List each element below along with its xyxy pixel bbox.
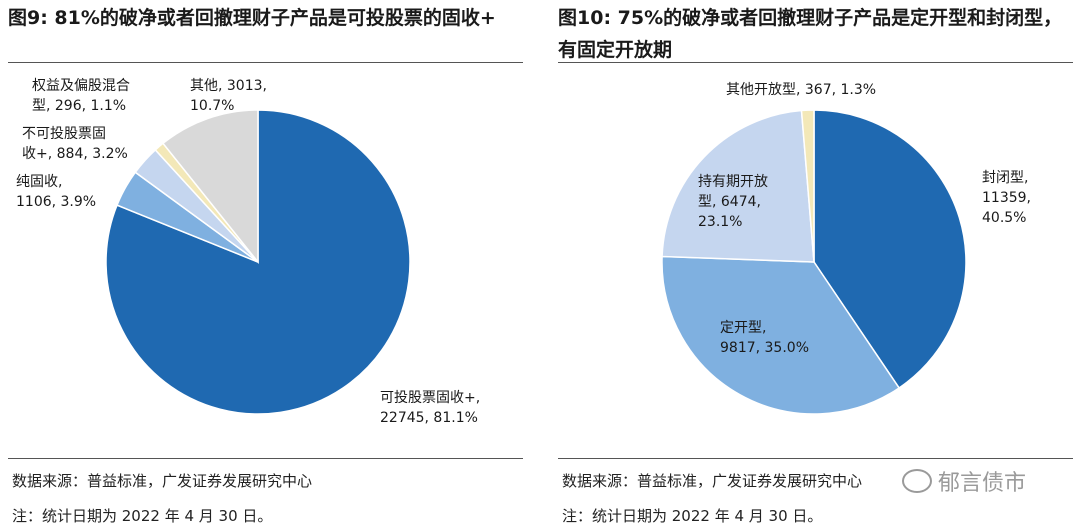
- right-footer-divider: [558, 458, 1073, 459]
- left-pie-label-2: 不可投股票固收+, 884, 3.2%: [22, 126, 128, 162]
- right-pie-chart: 封闭型, 11359, 40.5% 定开型, 9817, 35.0% 持有期开放型, 64…: [661, 82, 1031, 415]
- left-title-divider: [8, 62, 523, 63]
- left-note-text: 注：统计日期为 2022 年 4 月 30 日。: [12, 507, 273, 525]
- right-pie-label-0: 封闭型, 11359, 40.5%: [982, 170, 1031, 226]
- left-pie-label-3: 权益及偏股混合型, 296, 1.1%: [32, 78, 130, 114]
- right-pie-slice-1: [661, 255, 901, 415]
- right-pie-slice-2: [661, 109, 815, 263]
- left-pie-label-4: 其他, 3013, 10.7%: [190, 78, 267, 114]
- right-pie-label-2: 持有期开放型, 6474, 23.1%: [698, 174, 768, 230]
- left-pie-label-1: 纯固收, 1106, 3.9%: [16, 174, 96, 210]
- right-chart-panel: 图10: 75%的破净或者回撤理财子产品是定开型和封闭型，有固定开放期 封闭型,…: [550, 0, 1080, 528]
- left-pie-slice-4: [161, 109, 259, 265]
- right-title-divider: [558, 62, 1073, 63]
- watermark: 郁言债市: [902, 465, 1072, 499]
- left-chart-panel: 图9: 81%的破净或者回撤理财子产品是可投股票的固收+ 可投股票固收+, 227…: [0, 0, 530, 528]
- watermark-text: 郁言债市: [938, 471, 1027, 496]
- left-source-text: 数据来源：普益标准，广发证券发展研究中心: [12, 472, 313, 490]
- left-pie-label-0: 可投股票固收+, 22745, 81.1%: [380, 390, 480, 426]
- right-pie-slice-3: [800, 109, 815, 263]
- right-pie-label-3: 其他开放型, 367, 1.3%: [726, 82, 876, 98]
- left-pie-chart: 可投股票固收+, 22745, 81.1% 纯固收, 1106, 3.9% 不可投股票固…: [16, 78, 480, 426]
- right-note-text: 注：统计日期为 2022 年 4 月 30 日。: [562, 507, 823, 525]
- right-pie-slice-0: [813, 109, 967, 389]
- left-chart-title: 图9: 81%的破净或者回撤理财子产品是可投股票的固收+: [8, 7, 496, 29]
- right-chart-title: 图10: 75%的破净或者回撤理财子产品是定开型和封闭型，有固定开放期: [558, 7, 1063, 61]
- right-source-text: 数据来源：普益标准，广发证券发展研究中心: [562, 472, 863, 490]
- left-footer-divider: [8, 458, 523, 459]
- right-pie-label-1: 定开型, 9817, 35.0%: [720, 320, 809, 356]
- wechat-icon: [902, 469, 932, 493]
